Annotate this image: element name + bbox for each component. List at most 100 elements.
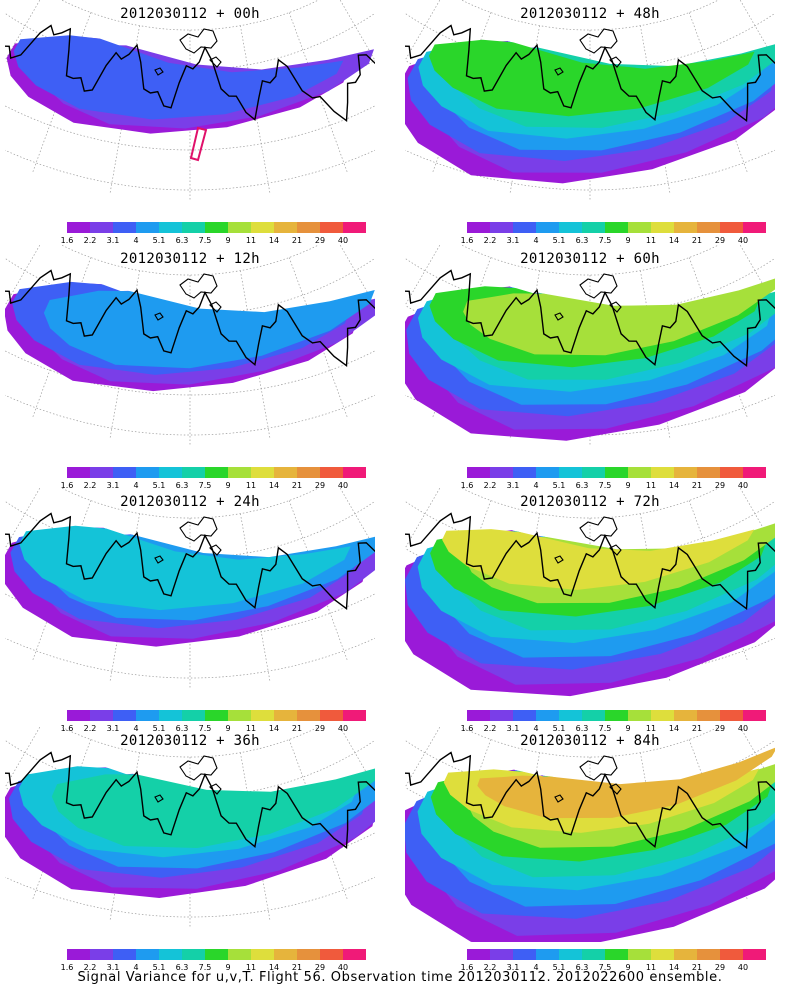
panel-title: 2012030112 + 72h (520, 494, 660, 510)
colorbar-swatch (605, 222, 628, 233)
latitude-arc (405, 257, 775, 316)
colorbar-label: 14 (668, 963, 680, 972)
colorbar-swatch (159, 710, 182, 721)
colorbar-label: 3.1 (106, 481, 120, 490)
meridian-line (5, 0, 41, 62)
colorbar-swatch (513, 467, 536, 478)
latitude-lines (405, 245, 775, 436)
colorbar-label: 9 (225, 481, 231, 490)
coastline (5, 24, 375, 123)
colorbar-swatch (228, 949, 251, 960)
colorbar-swatch (136, 222, 159, 233)
colorbar-swatch (343, 949, 366, 960)
colorbar-label: 29 (714, 481, 726, 490)
colorbar-swatch (743, 710, 766, 721)
colorbar-label: 9 (625, 481, 631, 490)
colorbar-swatch (67, 467, 90, 478)
colorbar-swatch (674, 949, 697, 960)
colorbar-label: 9 (225, 724, 231, 733)
colorbar-swatch (343, 710, 366, 721)
colorbar-swatch (251, 222, 274, 233)
meridian-line (339, 727, 375, 789)
colorbar-swatch (205, 949, 228, 960)
colorbar-label: 11 (245, 236, 257, 245)
colorbar-swatch (67, 949, 90, 960)
colorbar-swatch (113, 222, 136, 233)
colorbar-swatch (182, 467, 205, 478)
colorbar-swatch (605, 949, 628, 960)
variance-contour (19, 525, 351, 611)
coastline (405, 269, 775, 368)
variance-contour (428, 39, 755, 117)
latitude-lines (5, 727, 375, 918)
colorbar-label: 21 (691, 236, 703, 245)
colorbar-swatch (720, 467, 743, 478)
latitude-arc (5, 12, 375, 71)
colorbar-swatch (205, 467, 228, 478)
colorbar-labels: 1.6 2.2 3.1 4 5.1 6.3 7.5 9 11 14 21 29 40 (461, 724, 766, 734)
variance-contour (477, 747, 775, 819)
map-panel-36h: 2012030112 + 36h 1.6 2.2 3.1 4 5.1 6.3 7.5 9 11 1… (5, 727, 375, 972)
island-outlines (554, 28, 622, 76)
colorbar-label: 6.3 (175, 236, 189, 245)
colorbar-label: 14 (668, 236, 680, 245)
colorbar-label: 11 (245, 963, 257, 972)
colorbar-swatch (674, 710, 697, 721)
panel-title: 2012030112 + 36h (120, 733, 260, 749)
colorbar-labels: 1.6 2.2 3.1 4 5.1 6.3 7.5 9 11 14 21 29 40 (461, 963, 766, 973)
meridian-line (739, 727, 775, 789)
latitude-arc (5, 500, 375, 559)
colorbar-label: 9 (625, 963, 631, 972)
colorbar-swatch (628, 949, 651, 960)
map-plot (405, 0, 775, 200)
colorbar-swatch (67, 222, 90, 233)
colorbar-swatch (182, 222, 205, 233)
colorbar-swatch (605, 710, 628, 721)
colorbar-label: 6.3 (175, 481, 189, 490)
colorbar-swatch (274, 222, 297, 233)
colorbar-label: 9 (625, 724, 631, 733)
colorbar-swatch (513, 222, 536, 233)
colorbar-label: 3.1 (506, 481, 520, 490)
colorbar-swatch (274, 467, 297, 478)
island-outlines (154, 28, 222, 76)
colorbar-label: 4 (133, 963, 139, 972)
colorbar-labels: 1.6 2.2 3.1 4 5.1 6.3 7.5 9 11 14 21 29 40 (461, 481, 766, 491)
map-plot (5, 0, 375, 200)
variance-field (5, 525, 375, 647)
map-panel-60h: 2012030112 + 60h 1.6 2.2 3.1 4 5.1 6.3 7.5 9 11 1… (405, 245, 775, 490)
colorbar-swatch (697, 222, 720, 233)
colorbar-label: 3.1 (506, 724, 520, 733)
colorbar-swatch (536, 710, 559, 721)
colorbar-label: 7.5 (198, 236, 212, 245)
colorbar-label: 6.3 (575, 481, 589, 490)
variance-field (5, 281, 375, 392)
colorbar-label: 2.2 (483, 724, 497, 733)
colorbar-swatch (297, 222, 320, 233)
colorbar-label: 6.3 (175, 963, 189, 972)
map-panel-48h: 2012030112 + 48h 1.6 2.2 3.1 4 5.1 6.3 7.5 9 11 1… (405, 0, 775, 245)
colorbar (467, 710, 766, 721)
colorbar-swatch (343, 467, 366, 478)
colorbar-swatch (559, 710, 582, 721)
colorbar-label: 2.2 (83, 724, 97, 733)
colorbar-swatch (159, 222, 182, 233)
figure-caption: Signal Variance for u,v,T. Flight 56. Ob… (77, 970, 723, 985)
latitude-lines (405, 0, 775, 191)
colorbar-label: 40 (737, 481, 749, 490)
colorbar-swatch (697, 949, 720, 960)
colorbar-label: 11 (645, 963, 657, 972)
panel-title: 2012030112 + 84h (520, 733, 660, 749)
colorbar-swatch (628, 222, 651, 233)
colorbar-label: 29 (314, 236, 326, 245)
latitude-arc (5, 739, 375, 798)
latitude-arc (405, 12, 775, 71)
island-outlines (154, 273, 222, 321)
map-plot (405, 245, 775, 445)
colorbar-swatch (320, 222, 343, 233)
colorbar-label: 11 (245, 481, 257, 490)
colorbar-label: 1.6 (60, 236, 74, 245)
meridian-line (339, 0, 375, 62)
colorbar-swatch (697, 710, 720, 721)
colorbar-swatch (274, 949, 297, 960)
